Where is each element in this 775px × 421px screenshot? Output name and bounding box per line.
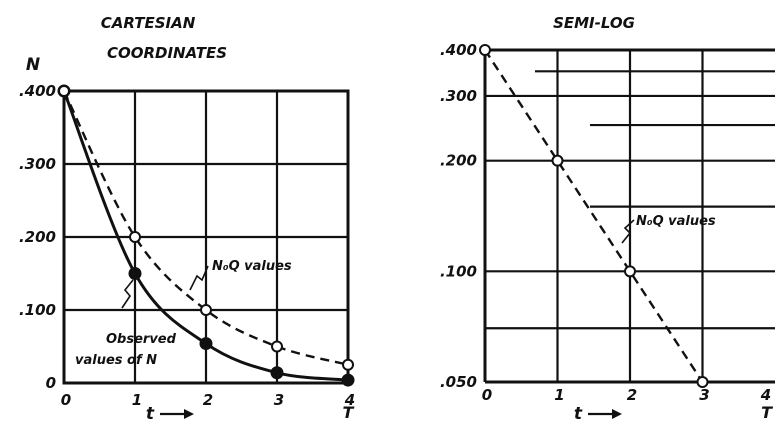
- cartesian-observed-point: [270, 366, 284, 380]
- semilog-noq-point: [624, 265, 636, 278]
- cartesian-panel: CARTESIAN COORDINATES N 0 .100 .200 .300 .40…: [19, 14, 355, 421]
- cartesian-title-line2: COORDINATES: [107, 44, 227, 62]
- semilog-series: [479, 44, 709, 388]
- semilog-noq-line: [483, 49, 704, 383]
- cartesian-observed-label-line2: values of N: [75, 353, 157, 368]
- cartesian-noq-curve: [62, 90, 349, 366]
- semilog-noq-point: [551, 154, 564, 167]
- semilog-x-axis-text: t: [574, 404, 583, 421]
- cartesian-y-tick-label: .400: [19, 82, 56, 100]
- cartesian-observed-curve: [62, 90, 349, 382]
- semilog-x-arrow-head: [612, 409, 622, 419]
- semilog-y-tick-label: .050: [440, 373, 477, 391]
- cartesian-y-tick-label: 0: [46, 374, 56, 392]
- semilog-noq-point: [696, 376, 709, 388]
- cartesian-noq-label: N₀Q values: [212, 259, 292, 274]
- semilog-y-tick-labels: .050 .100 .200 .300 .400: [440, 41, 477, 391]
- semilog-y-tick-label: .100: [440, 262, 477, 280]
- cartesian-noq-leader: [189, 265, 209, 291]
- cartesian-observed-leader: [121, 279, 134, 309]
- semilog-y-tick-label: .200: [440, 152, 477, 170]
- cartesian-x-tick-label: 2: [203, 391, 213, 409]
- cartesian-noq-point: [342, 358, 354, 371]
- semilog-noq-point: [479, 44, 491, 56]
- cartesian-noq-point: [58, 85, 70, 97]
- cartesian-x-axis-label: t: [146, 404, 194, 421]
- semilog-x-tick-label: 3: [699, 386, 709, 404]
- cartesian-observed-label-line1: Observed: [106, 332, 177, 347]
- cartesian-plot-frame: [62, 89, 350, 385]
- cartesian-observed-point: [128, 267, 142, 280]
- cartesian-observed-point: [341, 373, 355, 387]
- cartesian-y-axis-label: N: [26, 55, 40, 75]
- semilog-x-tick-label: 2: [627, 386, 637, 404]
- cartesian-y-tick-labels: 0 .100 .200 .300 .400: [19, 82, 56, 392]
- cartesian-noq-point: [200, 304, 212, 316]
- semilog-y-tick-label: .300: [440, 87, 477, 105]
- semilog-x-tick-labels: 0 1 2 3 4: [482, 386, 771, 404]
- cartesian-x-axis-text: t: [146, 404, 155, 421]
- semilog-y-tick-label: .400: [440, 41, 477, 59]
- cartesian-noq-point: [271, 340, 283, 353]
- cartesian-series: [57, 84, 355, 387]
- cartesian-x-arrow-head: [184, 409, 194, 419]
- cartesian-noq-point: [129, 231, 141, 243]
- semilog-noq-leader: [621, 219, 635, 244]
- cartesian-observed-point: [199, 337, 213, 351]
- cartesian-y-tick-label: .100: [19, 301, 56, 319]
- semilog-x-tick-label: 4: [760, 386, 771, 404]
- semilog-annotation-noq: N₀Q values: [621, 214, 716, 244]
- cartesian-x-tick-labels: 0 1 2 3 4: [61, 391, 355, 409]
- cartesian-annotation-noq: N₀Q values: [189, 259, 292, 291]
- cartesian-x-tick-label: 0: [61, 391, 71, 409]
- semilog-grid: [483, 48, 775, 384]
- cartesian-grid: [64, 91, 348, 383]
- semilog-x-tick-label: 1: [554, 386, 564, 404]
- semilog-x-extra-label: T: [761, 403, 773, 421]
- cartesian-x-tick-label: 3: [274, 391, 284, 409]
- semilog-x-axis-label: t: [574, 404, 622, 421]
- semilog-title: SEMI-LOG: [553, 14, 635, 32]
- cartesian-annotation-observed: Observed values of N: [75, 279, 177, 368]
- cartesian-x-extra-label: T: [343, 403, 355, 421]
- semilog-x-tick-label: 0: [482, 386, 492, 404]
- cartesian-title-line1: CARTESIAN: [101, 14, 196, 32]
- cartesian-x-tick-label: 4: [344, 391, 355, 409]
- cartesian-y-tick-label: .300: [19, 155, 56, 173]
- cartesian-x-tick-label: 1: [132, 391, 142, 409]
- semilog-noq-label: N₀Q values: [636, 214, 716, 229]
- cartesian-y-tick-label: .200: [19, 228, 56, 246]
